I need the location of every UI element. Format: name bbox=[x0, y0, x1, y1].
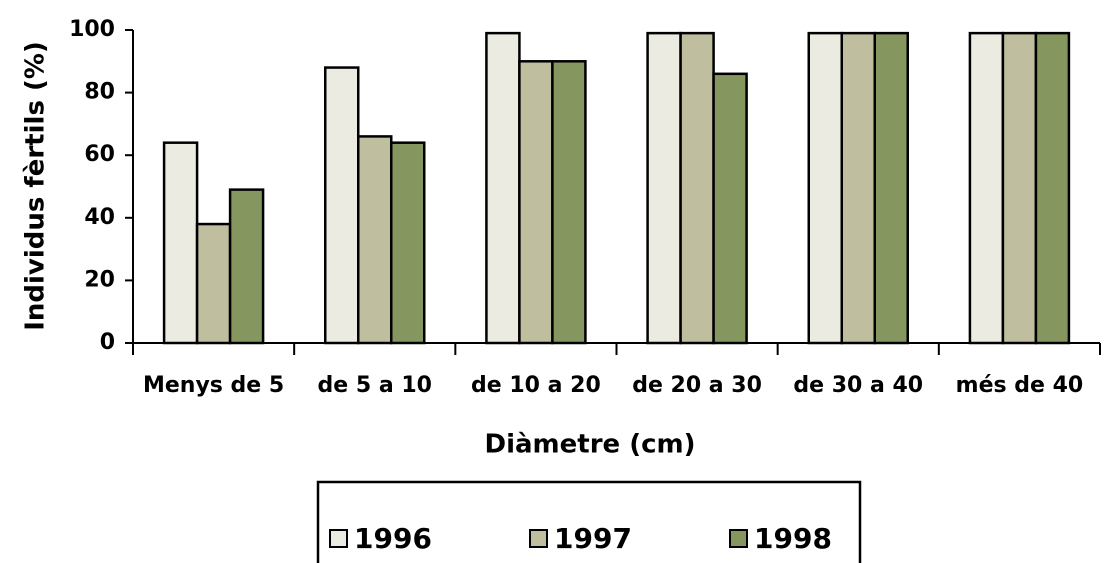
bar bbox=[195, 222, 232, 345]
y-tick-label: 0 bbox=[100, 330, 115, 355]
bar bbox=[485, 31, 521, 345]
bar bbox=[357, 135, 393, 345]
bar bbox=[518, 60, 554, 345]
bar bbox=[968, 31, 1005, 345]
y-tick-label: 20 bbox=[84, 267, 115, 292]
x-axis-label: Diàmetre (cm) bbox=[485, 430, 696, 460]
bar bbox=[551, 60, 587, 345]
bar bbox=[712, 72, 748, 345]
legend-label: 1996 bbox=[354, 522, 432, 555]
bar bbox=[1034, 31, 1071, 345]
y-tick-label: 100 bbox=[69, 17, 115, 42]
y-tick-label: 80 bbox=[84, 80, 115, 105]
x-tick-label: de 5 a 10 bbox=[318, 373, 432, 398]
bar bbox=[840, 31, 876, 345]
bar bbox=[679, 31, 715, 345]
y-axis-label: Individus fèrtils (%) bbox=[21, 41, 51, 331]
legend-label: 1997 bbox=[554, 522, 632, 555]
legend-swatch bbox=[529, 529, 548, 548]
legend-box bbox=[316, 480, 862, 563]
bar bbox=[228, 188, 265, 345]
x-tick-label: de 30 a 40 bbox=[793, 373, 923, 398]
x-tick-label: de 10 a 20 bbox=[471, 373, 601, 398]
x-tick-label: més de 40 bbox=[956, 373, 1084, 398]
legend-label: 1998 bbox=[754, 522, 832, 555]
legend-swatch bbox=[729, 529, 748, 548]
bar bbox=[1001, 31, 1038, 345]
x-tick-label: Menys de 5 bbox=[143, 373, 284, 398]
bar bbox=[646, 31, 682, 345]
bar bbox=[324, 66, 360, 345]
bar bbox=[390, 141, 426, 345]
bar bbox=[807, 31, 843, 345]
bar bbox=[873, 31, 909, 345]
bar bbox=[162, 141, 199, 345]
y-tick-label: 60 bbox=[84, 142, 115, 167]
legend-swatch bbox=[329, 529, 348, 548]
x-tick-label: de 20 a 30 bbox=[632, 373, 762, 398]
y-tick-label: 40 bbox=[84, 205, 115, 230]
